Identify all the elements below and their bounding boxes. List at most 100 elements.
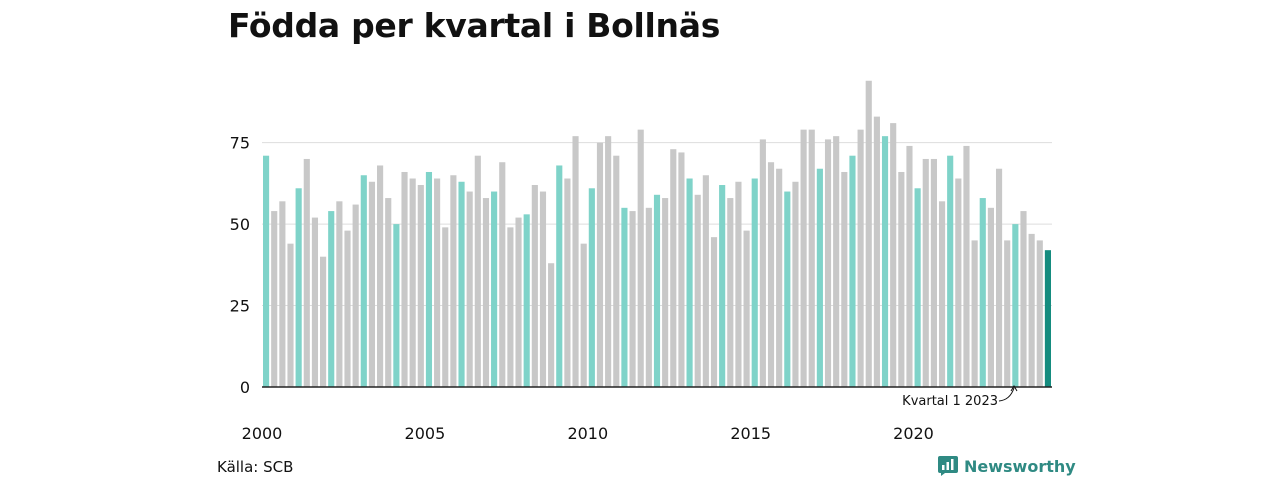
bar <box>702 175 709 387</box>
bar <box>613 155 620 387</box>
bar <box>816 168 823 387</box>
bar <box>401 171 408 387</box>
bar <box>914 188 921 387</box>
bar <box>833 136 840 387</box>
x-tick-label: 2020 <box>893 424 934 443</box>
bar <box>857 129 864 387</box>
bar <box>906 145 913 387</box>
bar <box>1036 240 1043 387</box>
bar <box>491 191 498 387</box>
bar <box>849 155 856 387</box>
bar <box>955 178 962 387</box>
bar <box>694 194 701 387</box>
annotation: Kvartal 1 2023 <box>902 385 1018 409</box>
bar <box>710 237 718 387</box>
bar <box>1020 211 1027 387</box>
bar <box>295 188 302 387</box>
bar <box>824 139 832 387</box>
bar <box>588 188 595 387</box>
bar <box>841 171 848 387</box>
bar <box>377 165 384 387</box>
bar <box>409 178 416 387</box>
bar <box>580 243 587 387</box>
bar <box>393 224 400 387</box>
bar <box>653 194 661 387</box>
bar <box>727 198 734 387</box>
bar <box>792 181 799 387</box>
annotation-label: Kvartal 1 2023 <box>902 394 998 409</box>
bar <box>930 158 937 387</box>
bar <box>434 178 441 387</box>
bar <box>735 181 742 387</box>
bar <box>686 178 693 387</box>
bar <box>507 227 514 387</box>
bar <box>1004 240 1011 387</box>
bar <box>368 181 376 387</box>
bar <box>417 185 424 387</box>
bar <box>515 217 522 387</box>
bar <box>873 116 880 388</box>
bar <box>670 149 677 387</box>
bar <box>523 214 530 387</box>
bar <box>751 178 758 387</box>
bar <box>1012 224 1019 387</box>
bar <box>263 155 270 387</box>
bar <box>637 129 644 387</box>
bar <box>311 217 319 387</box>
bar <box>645 207 652 387</box>
bar <box>621 207 628 387</box>
bar <box>279 201 286 387</box>
bar <box>881 136 889 387</box>
x-tick-label: 2005 <box>405 424 446 443</box>
bar <box>808 129 815 387</box>
bar <box>385 198 392 387</box>
bar <box>320 256 327 387</box>
bar <box>344 230 351 387</box>
bar <box>767 162 775 387</box>
bar <box>572 136 579 387</box>
bar <box>719 185 726 387</box>
bar <box>865 80 872 388</box>
bar <box>303 158 310 387</box>
bar <box>596 142 604 387</box>
bar <box>425 171 433 387</box>
bar <box>629 211 636 387</box>
bar <box>287 243 294 387</box>
bar <box>743 230 750 387</box>
y-axis-ticks: 0 25 50 75 <box>230 134 250 397</box>
bar <box>548 263 555 387</box>
bar <box>922 158 929 387</box>
bar <box>1044 250 1051 387</box>
bar <box>474 155 481 387</box>
x-tick-label: 2015 <box>730 424 771 443</box>
bar <box>898 171 905 387</box>
bar <box>531 185 538 387</box>
bar <box>759 139 766 387</box>
bar <box>800 129 807 387</box>
bar <box>987 207 994 387</box>
bar <box>979 198 986 387</box>
bar <box>271 211 278 387</box>
bar <box>442 227 449 387</box>
x-axis-ticks: 2000 2005 2010 2015 2020 <box>242 424 934 443</box>
bar <box>482 198 490 387</box>
annotation-arrow <box>998 387 1015 402</box>
bar <box>352 204 359 387</box>
bar <box>556 165 563 387</box>
y-tick-label: 50 <box>230 215 250 234</box>
bar <box>466 191 473 387</box>
bar <box>784 191 791 387</box>
brand-logo: Newsworthy <box>938 456 1076 476</box>
chart-title: Födda per kvartal i Bollnäs <box>228 6 721 45</box>
bar <box>539 191 547 387</box>
brand-name: Newsworthy <box>964 456 1076 476</box>
bar <box>947 155 954 387</box>
y-tick-label: 75 <box>230 134 250 153</box>
source-note: Källa: SCB <box>217 458 294 476</box>
x-tick-label: 2000 <box>242 424 283 443</box>
bar <box>662 198 669 387</box>
bar <box>564 178 571 387</box>
bar <box>605 136 612 387</box>
bar <box>328 211 335 387</box>
